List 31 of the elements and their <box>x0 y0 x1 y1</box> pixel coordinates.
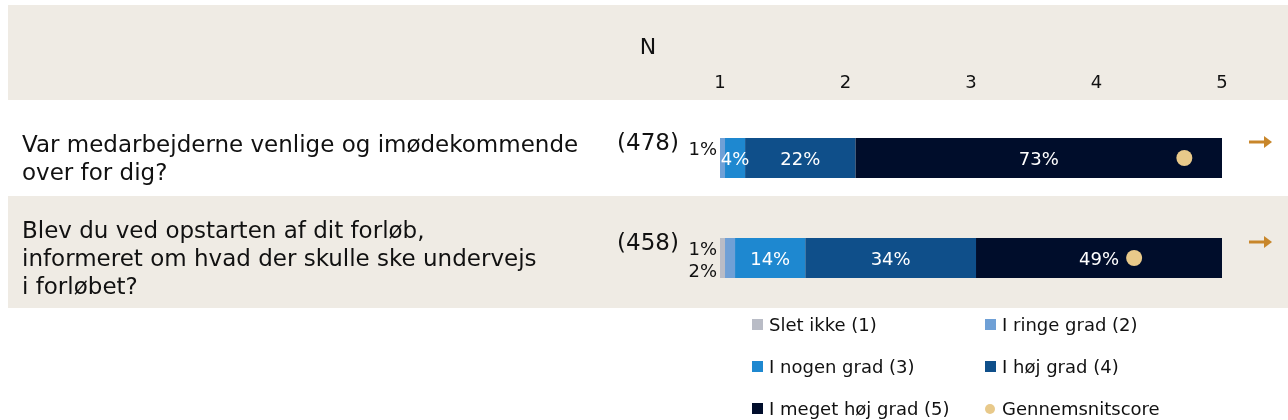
x2-tick-label: 3 <box>965 71 977 92</box>
legend-label: Gennemsnitscore <box>1002 398 1160 419</box>
data-label: 34% <box>870 248 911 269</box>
x2-tick-label: 2 <box>839 71 852 92</box>
data-label: 2% <box>688 260 717 281</box>
bar <box>725 238 736 278</box>
text: (458) <box>617 229 679 255</box>
data-label: 1% <box>688 238 717 259</box>
data-label: 1% <box>688 138 717 159</box>
legend-label: I nogen grad (3) <box>769 356 915 377</box>
legend-label: I høj grad (4) <box>1002 356 1119 377</box>
legend-label: Slet ikke (1) <box>769 314 877 335</box>
data-label: 73% <box>1018 148 1059 169</box>
data-label: 22% <box>780 148 821 169</box>
bar <box>720 238 726 278</box>
x2-tick-label: 4 <box>1090 71 1103 92</box>
data-label: 4% <box>720 148 750 169</box>
text: (478) <box>617 129 679 155</box>
bar <box>976 238 1222 278</box>
y-tick-label: Blev du ved opstarten af dit forløb, informeret om hvad der skulle ske undervejs i forløbet? <box>22 217 537 299</box>
text: N <box>639 34 657 59</box>
x2-tick-label: 1 <box>714 71 726 92</box>
bar <box>735 238 806 278</box>
bar <box>805 238 977 278</box>
x2-tick-label: 5 <box>1216 71 1228 92</box>
y-tick-label: Var medarbejderne venlige og imødekommende over for dig? <box>22 131 579 185</box>
data-label: 49% <box>1079 248 1120 269</box>
legend-label: I ringe grad (2) <box>1002 314 1138 335</box>
bar <box>855 138 1222 178</box>
data-label: 14% <box>750 248 791 269</box>
legend-label: I meget høj grad (5) <box>769 398 950 419</box>
